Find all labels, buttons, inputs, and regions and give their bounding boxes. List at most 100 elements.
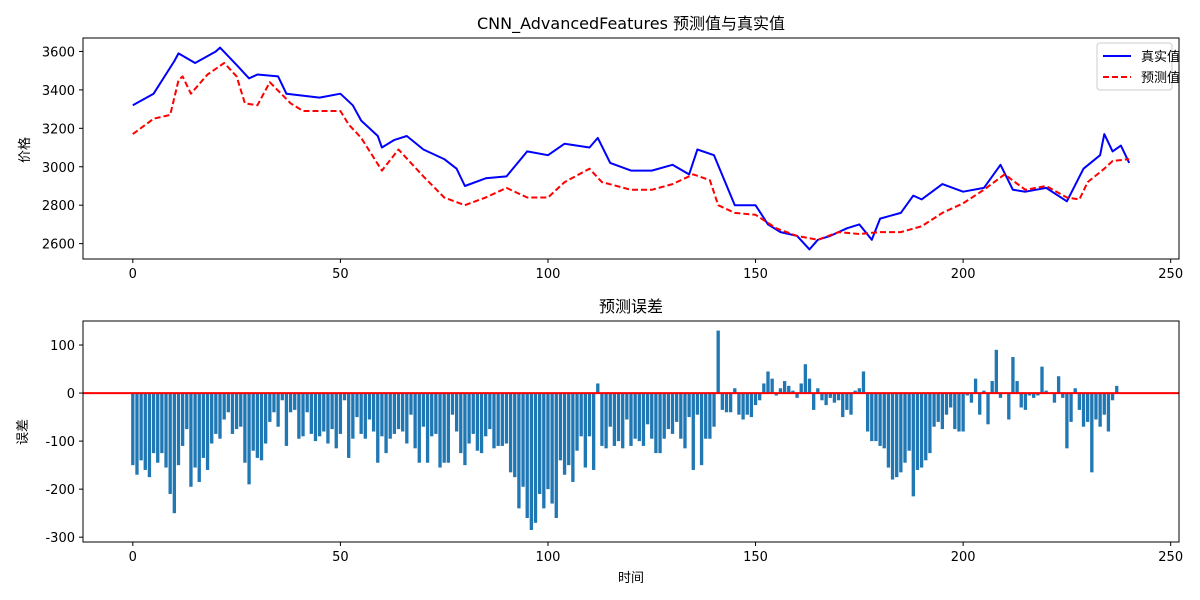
error-bar — [214, 393, 218, 434]
error-bar — [1065, 393, 1069, 449]
error-bar — [1032, 393, 1036, 398]
error-bar — [297, 393, 301, 439]
error-bar — [562, 393, 567, 475]
error-bar — [363, 393, 367, 439]
error-bar — [895, 393, 899, 478]
error-bar — [226, 393, 230, 413]
error-bar — [396, 393, 401, 430]
error-bar — [865, 393, 870, 432]
error-bar — [824, 393, 828, 406]
error-bar — [861, 371, 866, 394]
error-bar — [413, 393, 417, 449]
error-bar — [1015, 381, 1019, 394]
error-bar — [160, 393, 164, 454]
error-bar — [749, 393, 754, 418]
error-bar — [463, 393, 467, 466]
error-bar — [1019, 393, 1023, 408]
error-bar — [430, 393, 434, 437]
error-bar — [293, 393, 297, 410]
error-bar — [484, 393, 488, 437]
error-bar — [662, 393, 666, 439]
error-bar — [359, 393, 363, 434]
legend: 真实值 预测值 — [1096, 42, 1180, 91]
error-bar — [890, 393, 895, 480]
error-bar — [409, 393, 413, 415]
error-bar — [978, 393, 982, 415]
error-bar — [795, 393, 799, 398]
error-bar — [538, 393, 542, 494]
error-bar — [675, 393, 679, 422]
error-chart-axes: 0 50 100 150 200 250 -300 -200 -100 0 100 — [45, 339, 1183, 565]
error-bar — [911, 393, 915, 497]
error-bar — [1069, 393, 1073, 422]
error-bar — [392, 393, 397, 434]
error-bar — [1052, 393, 1057, 403]
error-bar — [629, 393, 633, 446]
error-bar — [180, 393, 185, 446]
error-bar — [720, 393, 724, 410]
error-chart-panel: 预测误差 误差 时间 0 50 100 150 200 250 -300 -200 -100 0 1… — [16, 297, 1183, 586]
error-bar — [151, 393, 156, 454]
error-bar — [691, 393, 695, 470]
line-chart-y-tick-label: 2600 — [42, 238, 75, 253]
error-bar — [421, 393, 426, 427]
line-chart-y-tick-label: 2800 — [42, 199, 75, 214]
error-bar — [758, 393, 762, 401]
error-bar — [185, 393, 189, 430]
error-bar — [753, 393, 758, 406]
error-bar — [650, 393, 654, 439]
error-bar — [156, 393, 160, 463]
error-bar — [234, 393, 239, 430]
error-bar — [434, 393, 438, 434]
error-bar — [1023, 393, 1028, 410]
error-bar — [608, 393, 612, 427]
error-bar — [301, 393, 305, 437]
error-bar — [475, 393, 480, 451]
error-chart-y-tick-label: 100 — [50, 339, 75, 354]
error-bar — [919, 393, 924, 468]
error-bar — [841, 393, 845, 418]
error-bar — [255, 393, 260, 458]
error-bar — [807, 378, 812, 394]
error-bar — [874, 393, 878, 442]
error-bar — [944, 393, 949, 415]
error-bar — [525, 393, 529, 518]
error-bar — [272, 393, 276, 413]
error-bar — [704, 393, 708, 439]
error-bar — [550, 393, 554, 504]
error-bar — [305, 393, 309, 413]
error-bar — [870, 393, 874, 442]
error-chart-y-tick-label: -300 — [45, 531, 75, 546]
error-bar — [218, 393, 222, 439]
error-bar — [521, 393, 525, 487]
error-bar — [832, 393, 837, 403]
legend-box — [1096, 42, 1173, 91]
error-bar — [1061, 393, 1065, 398]
error-bar — [1081, 393, 1086, 427]
error-bar — [658, 393, 662, 454]
error-bar — [251, 393, 255, 451]
error-bar — [1098, 393, 1102, 427]
error-bar — [479, 393, 484, 454]
error-bar — [762, 383, 766, 394]
error-bar — [172, 393, 176, 514]
error-bar — [849, 393, 853, 415]
error-bar — [949, 393, 953, 408]
error-bar — [401, 393, 405, 432]
error-bar — [367, 393, 372, 420]
error-chart-y-axis-label: 误差 — [16, 419, 31, 445]
error-bar — [1115, 385, 1119, 394]
error-bar — [932, 393, 936, 427]
error-bar — [699, 393, 704, 466]
error-bar — [803, 364, 808, 394]
error-bar — [612, 393, 617, 446]
error-bar — [201, 393, 206, 458]
error-bar — [903, 393, 907, 463]
error-bar — [384, 393, 388, 454]
line-chart-frame — [82, 37, 1180, 260]
error-bar — [347, 393, 351, 458]
line-chart-y-tick-label: 3000 — [42, 161, 75, 176]
error-bar — [338, 393, 343, 434]
error-bar — [567, 393, 571, 466]
error-bar — [205, 393, 210, 470]
